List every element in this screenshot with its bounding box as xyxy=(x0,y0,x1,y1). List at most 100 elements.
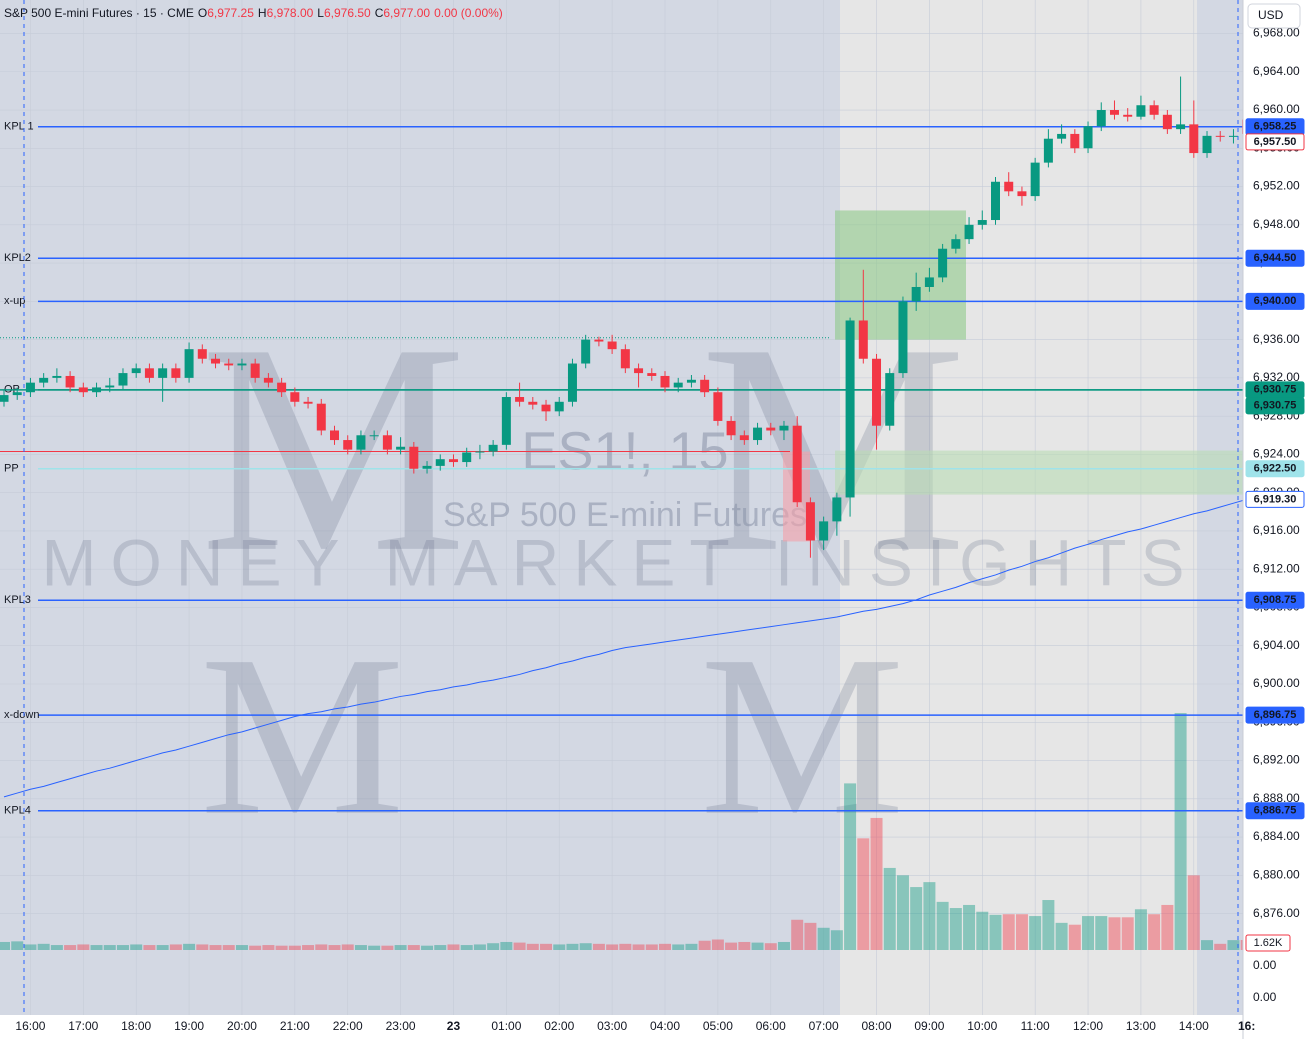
x-tick-label: 19:00 xyxy=(174,1019,204,1033)
candle-body xyxy=(409,446,419,469)
candle-body xyxy=(832,497,842,522)
volume-bar xyxy=(103,945,116,950)
volume-bar xyxy=(315,944,328,950)
volume-bar xyxy=(751,942,764,950)
candle-body xyxy=(1030,162,1040,197)
candle-body xyxy=(25,382,35,393)
candle-body xyxy=(1149,105,1159,115)
volume-bar xyxy=(659,943,671,950)
volume-bar xyxy=(1108,917,1121,950)
watermark: M M M M MONEY MARKET INSIGHTS ES1!, 15 S… xyxy=(41,282,1184,863)
volume-bar xyxy=(275,945,288,950)
volume-bar xyxy=(923,882,936,950)
candle-body xyxy=(911,286,921,302)
x-tick-label: 01:00 xyxy=(491,1019,521,1033)
candle-body xyxy=(237,363,247,366)
x-tick-label: 23:00 xyxy=(386,1019,416,1033)
candle-body xyxy=(1043,138,1053,163)
volume-bar xyxy=(24,944,37,950)
average-line xyxy=(3,498,1247,798)
candle-body xyxy=(422,465,432,469)
candle-body xyxy=(1228,135,1238,137)
volume-bar xyxy=(566,943,579,950)
currency-button[interactable] xyxy=(1247,3,1301,29)
last-price: 6,957.50 xyxy=(1254,136,1297,148)
time-axis xyxy=(0,1015,1243,1039)
logo-mark: M xyxy=(200,282,467,614)
ohlc-value: 6,978.00 xyxy=(267,6,314,20)
level-price: 6,930.75 xyxy=(1254,400,1297,412)
volume-bar xyxy=(460,945,473,950)
candle-body xyxy=(1123,114,1133,117)
x-tick-label: 03:00 xyxy=(597,1019,627,1033)
x-tick-label: 17:00 xyxy=(68,1019,98,1033)
volume-bar xyxy=(0,941,10,950)
y-tick-label: 6,876.00 xyxy=(1253,906,1300,920)
ohlc-value: 6,976.50 xyxy=(324,6,371,20)
x-tick-label: 13:00 xyxy=(1126,1019,1156,1033)
candle-body xyxy=(1083,126,1093,149)
volume-bar xyxy=(725,942,738,950)
volume-bar xyxy=(473,944,486,950)
level-price: 6,944.50 xyxy=(1254,252,1297,264)
candle-body xyxy=(1162,114,1172,130)
x-tick-label: 10:00 xyxy=(967,1019,997,1033)
candle-body xyxy=(924,277,934,287)
y-tick-label: 6,964.00 xyxy=(1253,64,1300,78)
candle-body xyxy=(1202,135,1212,154)
level-price: 6,940.00 xyxy=(1254,295,1297,307)
y-tick-label: 6,936.00 xyxy=(1253,332,1300,346)
symbol: S&P 500 E-mini Futures · 15 · CME xyxy=(4,6,194,20)
volume-bar xyxy=(1227,940,1240,950)
y-tick-label: 6,948.00 xyxy=(1253,217,1300,231)
currency[interactable]: USD xyxy=(1258,8,1284,22)
candle-body xyxy=(462,452,472,463)
x-tick-label: 22:00 xyxy=(333,1019,363,1033)
y-tick-label: 6,904.00 xyxy=(1253,638,1300,652)
volume-bar xyxy=(910,887,923,950)
candle-body xyxy=(1109,110,1119,115)
volume-bar xyxy=(381,945,394,950)
candle-body xyxy=(250,363,260,378)
volume-bar xyxy=(592,943,605,950)
volume-bar xyxy=(540,943,553,950)
zone xyxy=(835,450,1243,495)
volume-bar xyxy=(579,943,592,950)
volume-bar xyxy=(1121,917,1134,950)
volume-bar xyxy=(632,944,645,950)
level-price: 6,896.75 xyxy=(1254,709,1297,721)
session-shade xyxy=(0,0,840,1015)
volume-bar xyxy=(1002,914,1015,950)
candle-body xyxy=(448,459,458,463)
volume-bar xyxy=(407,945,420,950)
volume-bar xyxy=(817,927,830,950)
candle-body xyxy=(316,403,326,431)
candle-body xyxy=(343,440,353,450)
candle-body xyxy=(647,373,657,376)
y-tick-label: 6,968.00 xyxy=(1253,26,1300,40)
session-shade xyxy=(840,0,1197,1015)
candle-body xyxy=(898,301,908,374)
x-tick-label: 16:00 xyxy=(15,1019,45,1033)
y-tick-label: 6,912.00 xyxy=(1253,561,1300,575)
volume-bar xyxy=(1161,904,1174,950)
level-price: 6,908.75 xyxy=(1254,594,1297,606)
volume-bar xyxy=(711,939,724,950)
candle-body xyxy=(224,363,234,366)
candle-body xyxy=(977,220,987,225)
candle-body xyxy=(951,239,961,249)
candle-body xyxy=(673,382,683,388)
candle-body xyxy=(290,392,300,402)
level-price: 6,922.50 xyxy=(1254,463,1297,475)
volume-bar xyxy=(791,919,804,950)
candle-body xyxy=(1096,110,1106,127)
volume-bar xyxy=(1068,924,1081,950)
candle-body xyxy=(39,377,49,383)
last-price-box xyxy=(1245,133,1305,151)
volume-bar xyxy=(870,817,883,950)
x-tick-label: 21:00 xyxy=(280,1019,310,1033)
volume-bar xyxy=(1055,922,1068,950)
volume-bar xyxy=(963,904,976,950)
